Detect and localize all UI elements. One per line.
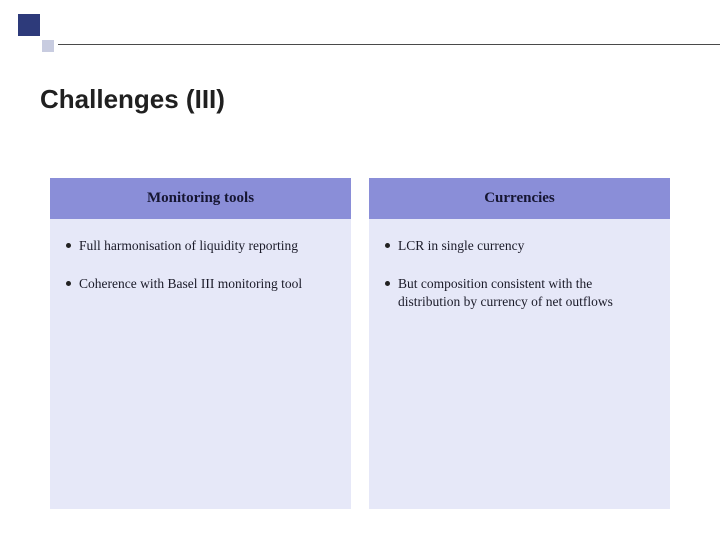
page-title: Challenges (III) <box>40 84 225 115</box>
bullet-list: LCR in single currency But composition c… <box>379 229 660 324</box>
list-item-text: But composition consistent with the dist… <box>398 275 656 311</box>
bullet-icon <box>385 281 390 286</box>
bullet-icon <box>66 243 71 248</box>
slide: Challenges (III) Monitoring tools Full h… <box>0 0 720 540</box>
columns-container: Monitoring tools Full harmonisation of l… <box>50 178 670 509</box>
list-item: LCR in single currency <box>379 229 660 267</box>
accent-square-large <box>18 14 40 36</box>
column-body: Full harmonisation of liquidity reportin… <box>50 219 351 509</box>
bullet-icon <box>66 281 71 286</box>
bullet-list: Full harmonisation of liquidity reportin… <box>60 229 341 305</box>
list-item: But composition consistent with the dist… <box>379 267 660 323</box>
bullet-icon <box>385 243 390 248</box>
list-item-text: LCR in single currency <box>398 237 524 255</box>
divider-line <box>58 44 720 45</box>
column-header: Monitoring tools <box>50 178 351 219</box>
column-body: LCR in single currency But composition c… <box>369 219 670 509</box>
list-item: Full harmonisation of liquidity reportin… <box>60 229 341 267</box>
list-item-text: Coherence with Basel III monitoring tool <box>79 275 302 293</box>
column-monitoring: Monitoring tools Full harmonisation of l… <box>50 178 351 509</box>
column-currencies: Currencies LCR in single currency But co… <box>369 178 670 509</box>
accent-square-small <box>42 40 54 52</box>
list-item-text: Full harmonisation of liquidity reportin… <box>79 237 298 255</box>
column-header: Currencies <box>369 178 670 219</box>
list-item: Coherence with Basel III monitoring tool <box>60 267 341 305</box>
